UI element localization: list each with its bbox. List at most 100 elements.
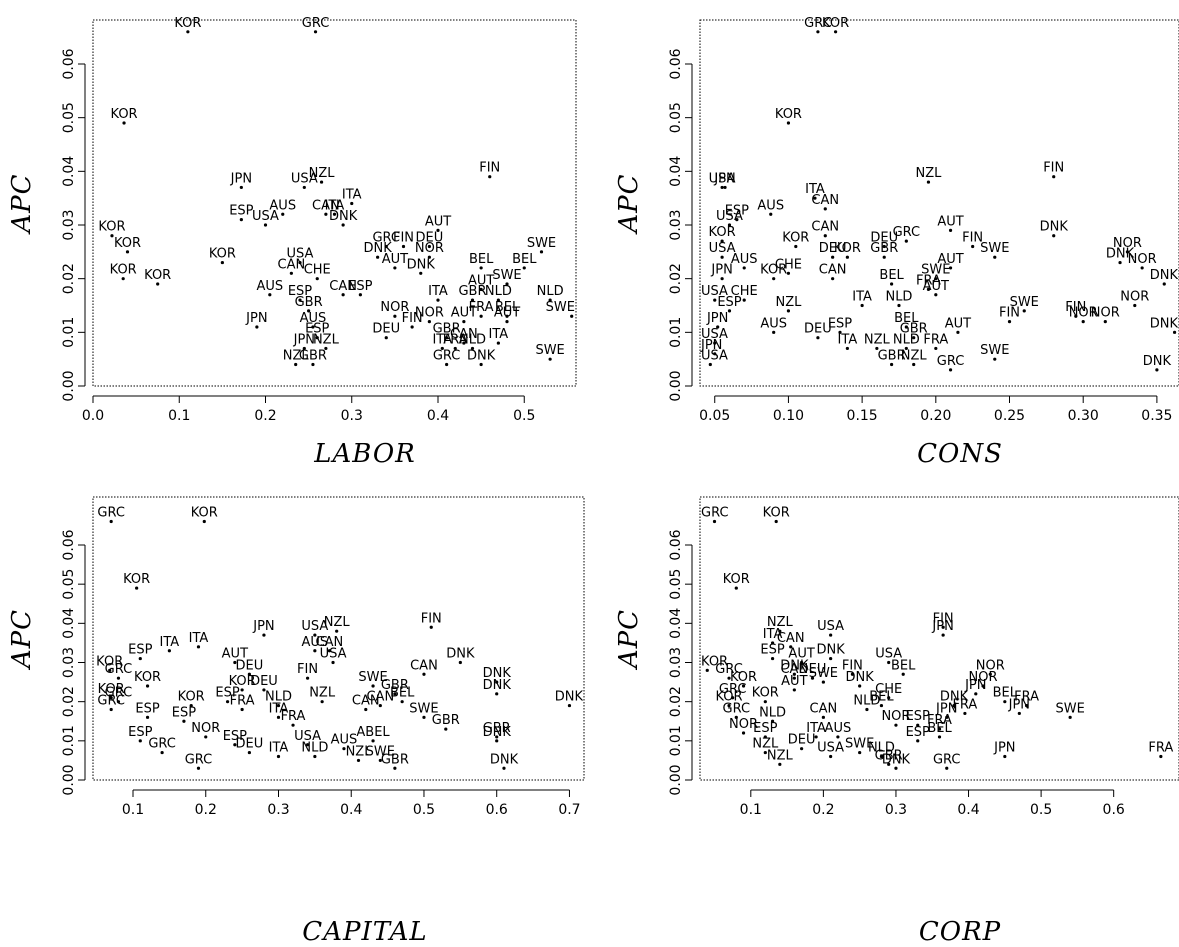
point-label: FRA [927,713,952,728]
point-label: NZL [313,332,340,347]
data-point [963,711,967,716]
point-label: JPN [993,741,1015,756]
data-point [1068,715,1072,719]
point-label: ITA [342,188,362,203]
point-label: ITA [806,721,826,736]
data-point [315,277,319,281]
data-point [422,715,426,719]
point-label: AUS [331,733,358,748]
x-tick-label: 0.3 [267,802,289,818]
data-point [311,362,315,367]
point-label: ESP [215,686,239,701]
point-label: USA [701,284,728,299]
data-point [916,739,920,743]
data-point [239,185,243,190]
point-label: AUS [269,198,296,213]
point-label: USA [701,327,728,342]
point-label: DEU [416,230,444,245]
data-point [974,692,978,696]
point-label: DNK [817,643,846,658]
data-point [887,696,891,700]
point-label: SWE [409,701,438,716]
data-point [342,747,346,751]
data-point [778,629,782,633]
point-label: KOR [752,686,779,701]
point-label: ESP [906,725,930,740]
point-label: NOR [415,241,444,256]
data-point [713,341,717,345]
point-label: NZL [752,737,779,752]
point-label: SWE [527,236,556,251]
data-point [182,719,186,723]
point-label: FIN [297,662,318,677]
point-label: NLD [893,332,920,347]
data-point [341,223,345,227]
data-point [116,676,121,680]
x-tick-label: 0.10 [773,408,804,424]
point-label: CAN [811,193,839,208]
data-point [138,739,142,743]
data-point [384,244,388,249]
data-point [422,672,426,676]
data-point [894,723,898,727]
point-label: ESP [135,701,159,716]
data-point [427,320,431,324]
y-tick-label: 0.05 [61,569,77,600]
point-label: ESP [305,322,329,337]
point-label: DNK [940,690,969,705]
data-point [945,766,949,770]
data-point [495,735,499,739]
data-point [262,688,266,692]
data-point [393,314,397,318]
point-label: NZL [864,332,891,347]
data-point [268,293,272,297]
data-point [233,743,237,747]
point-label: FIN [842,658,863,673]
point-label: SWE [546,300,575,315]
point-label: CAN [410,658,438,673]
data-point [727,223,732,227]
x-tick-label: 0.5 [413,802,435,818]
point-label: AUS [731,252,758,267]
data-point [109,696,113,700]
point-label: GBR [433,322,461,337]
point-label: NZL [346,744,373,759]
data-point [135,586,139,590]
data-point [358,293,362,297]
data-point [327,649,332,653]
data-point [302,185,306,190]
data-point [393,266,397,270]
data-point [313,633,317,637]
x-tick-label: 0.3 [885,802,907,818]
point-label: DNK [1150,316,1179,331]
x-axis: 0.0 0.1 0.2 0.3 0.4 0.5 [82,395,535,424]
data-point [505,282,509,286]
point-label: KOR [191,506,218,521]
data-point [770,719,775,723]
point-label: DEU [236,737,264,752]
data-point [116,700,121,704]
data-point [496,341,500,345]
point-label: CAN [352,694,380,709]
data-point [291,723,295,727]
data-point [879,703,884,708]
data-point [708,362,712,367]
data-point [890,282,894,286]
point-label: FRA [281,709,306,724]
point-label: NZL [309,686,336,701]
data-point [971,244,975,249]
point-label: NOR [881,709,910,724]
data-point [109,707,113,712]
data-point [1024,703,1029,708]
point-label: DNK [407,257,436,272]
point-label: DNK [1143,354,1172,369]
point-label: CHE [775,257,802,272]
point-label: CAN [278,257,306,272]
y-axis: 0.00 0.01 0.02 0.03 0.04 0.05 0.06 [668,48,693,402]
x-tick-label: 0.20 [920,408,951,424]
point-label: JPN [252,619,274,634]
point-label: ITA [269,741,289,756]
data-point [831,277,835,281]
y-tick-label: 0.01 [61,317,77,348]
point-label: KOR [134,670,161,685]
